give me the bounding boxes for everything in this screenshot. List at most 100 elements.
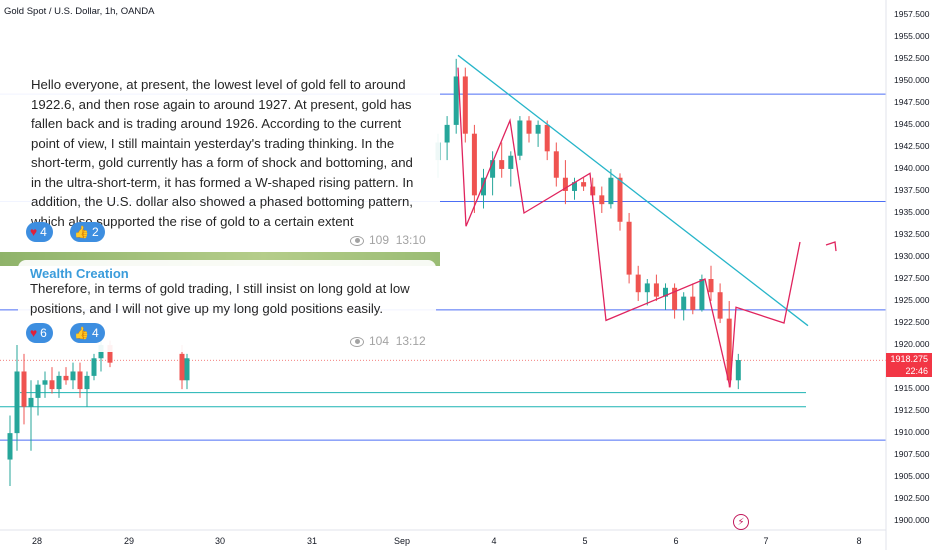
message-meta: 104 13:12 xyxy=(350,332,426,352)
message-time: 13:10 xyxy=(395,233,426,247)
candle-body xyxy=(544,124,550,152)
candle-body xyxy=(626,221,632,275)
candle-body xyxy=(490,160,496,178)
symbol-title: Gold Spot / U.S. Dollar, 1h, OANDA xyxy=(4,6,155,17)
y-tick-label: 1932.500 xyxy=(894,228,930,239)
y-tick-label: 1907.500 xyxy=(894,449,930,460)
view-count: 104 xyxy=(369,334,390,348)
candle-body xyxy=(672,287,678,310)
x-tick-label: 5 xyxy=(582,536,588,546)
reaction-thumbs-up[interactable]: 👍 2 xyxy=(70,222,105,242)
candle-body xyxy=(608,177,614,205)
y-tick-label: 1902.500 xyxy=(894,493,930,504)
x-tick-label: 31 xyxy=(306,536,318,546)
candle-body xyxy=(717,292,723,319)
candle-body xyxy=(653,283,659,297)
candle-body xyxy=(179,353,185,381)
x-tick-label: 8 xyxy=(856,536,862,546)
candle-body xyxy=(735,360,741,381)
y-tick-label: 1955.000 xyxy=(894,30,930,41)
message-text: Hello everyone, at present, the lowest l… xyxy=(31,77,414,229)
y-tick-label: 1945.000 xyxy=(894,118,930,129)
candle-body xyxy=(726,318,732,381)
candle-body xyxy=(56,375,62,390)
message-text: Therefore, in terms of gold trading, I s… xyxy=(30,281,410,316)
candle-body xyxy=(70,371,76,381)
candle-body xyxy=(526,120,532,134)
drawings-layer xyxy=(457,54,837,388)
y-tick-label: 1920.000 xyxy=(894,339,930,350)
candle-body xyxy=(590,186,596,196)
y-tick-label: 1947.500 xyxy=(894,96,930,107)
y-tick-label: 1915.000 xyxy=(894,383,930,394)
candle-body xyxy=(77,371,83,390)
y-tick-label: 1927.500 xyxy=(894,273,930,283)
lightning-icon[interactable]: ⚡ xyxy=(733,514,749,530)
candle-body xyxy=(184,358,190,381)
candle-body xyxy=(699,279,705,310)
candle-body xyxy=(7,433,13,460)
y-tick-label: 1925.000 xyxy=(894,295,930,306)
eye-icon xyxy=(350,336,364,347)
heart-icon: ♥ xyxy=(30,326,38,340)
candle-body xyxy=(63,375,69,381)
x-tick-label: 28 xyxy=(31,536,43,546)
candle-body xyxy=(508,155,514,169)
candle-countdown: 22:46 xyxy=(905,366,928,376)
y-tick-label: 1940.000 xyxy=(894,162,930,173)
candle-body xyxy=(599,195,605,205)
x-tick-label: 7 xyxy=(763,536,769,546)
candle-body xyxy=(644,283,650,293)
candle-body xyxy=(681,296,687,310)
reaction-heart[interactable]: ♥ 4 xyxy=(26,222,53,242)
thumbs-up-icon: 👍 xyxy=(74,225,89,239)
candle-body xyxy=(28,397,34,407)
reaction-heart[interactable]: ♥ 6 xyxy=(26,323,53,343)
candle-body xyxy=(481,177,486,196)
descending-trendline xyxy=(457,54,809,327)
message-card-1: Hello everyone, at present, the lowest l… xyxy=(0,70,440,252)
candle-body xyxy=(517,120,523,156)
candle-body xyxy=(690,296,696,310)
candle-body xyxy=(453,76,459,125)
candle-body xyxy=(708,279,714,293)
candle-body xyxy=(617,177,623,222)
x-tick-label: 29 xyxy=(123,536,135,546)
y-tick-label: 1900.000 xyxy=(894,515,930,526)
candle-body xyxy=(14,371,20,434)
candle-body xyxy=(635,274,641,293)
candle-body xyxy=(471,133,477,196)
current-price-value: 1918.275 xyxy=(890,354,928,364)
y-tick-label: 1905.000 xyxy=(894,471,930,482)
sender-name[interactable]: Wealth Creation xyxy=(30,266,129,281)
candle-body xyxy=(663,287,668,297)
reaction-thumbs-up[interactable]: 👍 4 xyxy=(70,323,105,343)
reaction-count: 2 xyxy=(91,225,99,239)
y-tick-label: 1922.500 xyxy=(894,317,930,328)
candle-body xyxy=(107,345,113,363)
w-pattern-line xyxy=(457,67,801,388)
reaction-count: 6 xyxy=(40,326,47,340)
y-tick-label: 1942.500 xyxy=(894,140,930,151)
y-tick-label: 1957.500 xyxy=(894,8,930,19)
y-tick-label: 1935.000 xyxy=(894,206,930,217)
candle-body xyxy=(535,124,541,134)
y-tick-label: 1950.000 xyxy=(894,74,930,85)
candle-body xyxy=(91,358,97,376)
candle-body xyxy=(444,124,450,143)
candle-body xyxy=(21,371,27,407)
x-tick-label: Sep xyxy=(393,536,411,546)
candle-body xyxy=(49,380,55,390)
candle-body xyxy=(42,380,48,385)
x-tick-label: 30 xyxy=(214,536,226,546)
candle-body xyxy=(562,177,568,191)
arrowhead xyxy=(825,241,837,252)
x-tick-label: 6 xyxy=(673,536,679,546)
reaction-count: 4 xyxy=(91,326,99,340)
candle-body xyxy=(35,384,41,398)
y-tick-label: 1952.500 xyxy=(894,52,930,63)
candle-body xyxy=(499,160,505,169)
y-tick-label: 1930.000 xyxy=(894,250,930,261)
candle-body xyxy=(581,182,587,187)
heart-icon: ♥ xyxy=(30,225,38,239)
